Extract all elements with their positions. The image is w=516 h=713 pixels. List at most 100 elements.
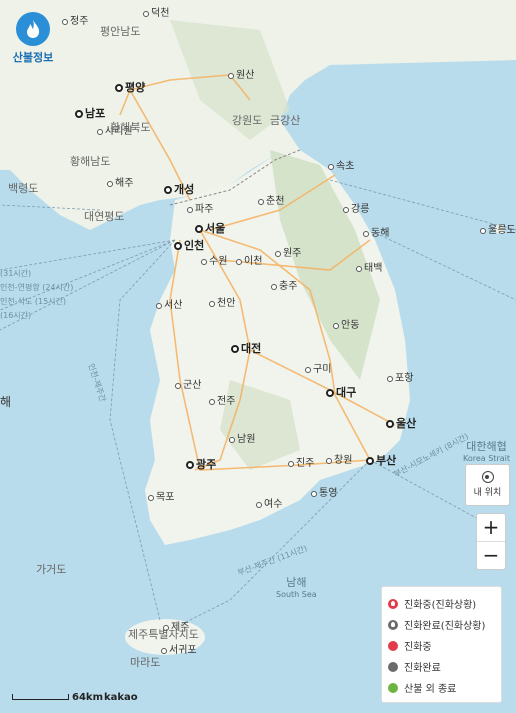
legend-item: 진화중 bbox=[388, 635, 501, 656]
region-label: 황해북도 bbox=[110, 121, 151, 134]
city-marker: 원산 bbox=[228, 70, 254, 82]
city-marker: 진주 bbox=[288, 458, 314, 470]
city-dot-icon bbox=[195, 225, 203, 233]
city-label: 대전 bbox=[241, 342, 262, 355]
logo: 산불정보 bbox=[10, 12, 56, 65]
city-dot-icon bbox=[161, 648, 167, 654]
location-target-icon bbox=[481, 471, 494, 483]
city-dot-icon bbox=[288, 461, 294, 467]
city-dot-icon bbox=[366, 457, 374, 465]
city-marker: 속초 bbox=[328, 161, 354, 173]
zoom-in-button[interactable]: + bbox=[482, 515, 500, 539]
city-label: 강릉 bbox=[351, 204, 370, 215]
city-marker: 전주 bbox=[209, 396, 235, 408]
city-marker: 구미 bbox=[305, 364, 331, 376]
city-label: 동해 bbox=[371, 228, 390, 239]
legend-label: 진화완료(진화상황) bbox=[404, 621, 486, 632]
city-label: 덕천 bbox=[151, 8, 170, 19]
my-location-label: 내 위치 bbox=[473, 488, 502, 498]
legend-label: 진화완료 bbox=[404, 663, 441, 674]
city-marker: 덕천 bbox=[143, 8, 169, 20]
region-label: 제주특별자치도 bbox=[128, 628, 199, 641]
city-marker: 서산 bbox=[156, 300, 182, 312]
city-label: 목포 bbox=[156, 492, 175, 503]
city-marker: 태백 bbox=[356, 263, 382, 275]
city-marker: 평양 bbox=[115, 82, 145, 94]
city-label: 파주 bbox=[195, 204, 214, 215]
city-marker: 천안 bbox=[209, 298, 235, 310]
city-marker: 안동 bbox=[333, 320, 359, 332]
city-dot-icon bbox=[363, 231, 369, 237]
city-marker: 여수 bbox=[256, 499, 282, 511]
city-marker: 인천 bbox=[174, 240, 204, 252]
city-dot-icon bbox=[186, 461, 194, 469]
city-dot-icon bbox=[107, 181, 113, 187]
city-dot-icon bbox=[115, 84, 123, 92]
region-label: 백령도 bbox=[8, 182, 39, 195]
map-brand: kakao bbox=[104, 692, 138, 703]
city-label: 태백 bbox=[364, 263, 383, 274]
city-marker: 대전 bbox=[231, 343, 261, 355]
city-label: 수원 bbox=[209, 256, 228, 267]
city-marker: 광주 bbox=[186, 459, 216, 471]
city-dot-icon bbox=[386, 420, 394, 428]
city-label: 대구 bbox=[336, 386, 357, 399]
city-marker: 군산 bbox=[175, 380, 201, 392]
city-label: 사리원 bbox=[105, 126, 133, 137]
city-marker: 울산 bbox=[386, 418, 416, 430]
legend-label: 산불 외 종료 bbox=[404, 684, 457, 695]
zoom-out-button[interactable]: − bbox=[477, 541, 505, 569]
city-dot-icon bbox=[156, 303, 162, 309]
city-marker: 춘천 bbox=[258, 196, 284, 208]
city-label: 남원 bbox=[237, 434, 256, 445]
ferry-route-label: 인천-석도 (15시간) bbox=[0, 297, 67, 306]
city-marker: 부산 bbox=[366, 455, 396, 467]
city-label: 여수 bbox=[264, 499, 283, 510]
city-dot-icon bbox=[387, 376, 393, 382]
city-dot-icon bbox=[333, 323, 339, 329]
city-dot-icon bbox=[275, 251, 281, 257]
legend-item: 진화완료(진화상황) bbox=[388, 614, 501, 635]
city-label: 인천 bbox=[184, 239, 205, 252]
city-label: 서산 bbox=[164, 300, 183, 311]
city-marker: 충주 bbox=[271, 281, 297, 293]
city-dot-icon bbox=[328, 164, 334, 170]
city-dot-icon bbox=[271, 284, 277, 290]
legend-label: 진화중 bbox=[404, 642, 432, 653]
city-marker: 정주 bbox=[62, 16, 88, 28]
city-label: 포항 bbox=[395, 373, 414, 384]
city-dot-icon bbox=[236, 259, 242, 265]
city-dot-icon bbox=[256, 502, 262, 508]
city-label: 진주 bbox=[296, 458, 315, 469]
scale-distance: 64km bbox=[72, 692, 103, 703]
city-marker: 남포 bbox=[75, 108, 105, 120]
city-label: 해주 bbox=[115, 178, 134, 189]
ferry-route-label: 인천-연평항 (24시간) bbox=[0, 283, 74, 292]
city-dot-icon bbox=[228, 73, 234, 79]
city-dot-icon bbox=[175, 383, 181, 389]
city-dot-icon bbox=[229, 437, 235, 443]
city-label: 울산 bbox=[396, 417, 417, 430]
city-dot-icon bbox=[231, 345, 239, 353]
city-marker: 울릉도 bbox=[480, 225, 516, 237]
city-marker: 사리원 bbox=[97, 126, 133, 138]
logo-text: 산불정보 bbox=[12, 51, 54, 64]
city-label: 창원 bbox=[334, 455, 353, 466]
city-marker: 포항 bbox=[387, 373, 413, 385]
city-label: 제주 bbox=[171, 622, 190, 633]
zoom-control: + − bbox=[476, 513, 506, 570]
city-marker: 개성 bbox=[164, 184, 194, 196]
city-dot-icon bbox=[356, 266, 362, 272]
city-dot-icon bbox=[174, 242, 182, 250]
edge-label: 해 bbox=[0, 395, 12, 409]
city-dot-icon bbox=[311, 491, 317, 497]
city-marker: 해주 bbox=[107, 178, 133, 190]
my-location-button[interactable]: 내 위치 bbox=[465, 464, 510, 506]
city-label: 남포 bbox=[85, 107, 106, 120]
city-dot-icon bbox=[258, 199, 264, 205]
city-marker: 수원 bbox=[201, 256, 227, 268]
scale-bar-line bbox=[12, 694, 69, 700]
city-label: 정주 bbox=[70, 16, 89, 27]
city-dot-icon bbox=[326, 389, 334, 397]
